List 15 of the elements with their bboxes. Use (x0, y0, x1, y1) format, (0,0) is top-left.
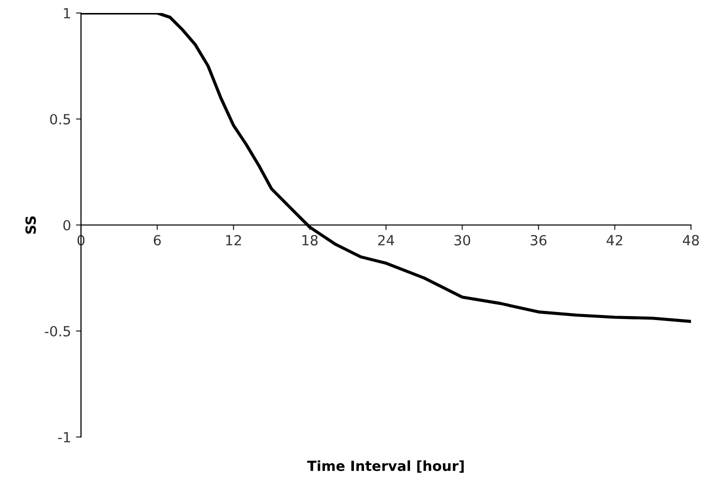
x-tick-label: 24 (378, 234, 394, 246)
x-tick-label: 30 (454, 234, 470, 246)
x-tick-label: 48 (682, 234, 699, 246)
x-tick-label: 6 (154, 234, 161, 246)
y-tick-label: 0 (63, 220, 70, 230)
y-tick-label: 0.5 (50, 114, 70, 124)
x-tick-label: 12 (226, 234, 241, 246)
y-tick-label: -0.5 (44, 326, 70, 336)
x-tick-label: 42 (606, 234, 622, 246)
y-tick-label: -1 (58, 432, 70, 442)
x-tick-label: 18 (302, 234, 318, 246)
y-tick-label: 1 (64, 8, 70, 18)
x-axis-title: Time Interval [hour] (307, 460, 464, 473)
x-tick-label: 36 (530, 234, 546, 246)
y-axis-title: SS (25, 216, 36, 234)
